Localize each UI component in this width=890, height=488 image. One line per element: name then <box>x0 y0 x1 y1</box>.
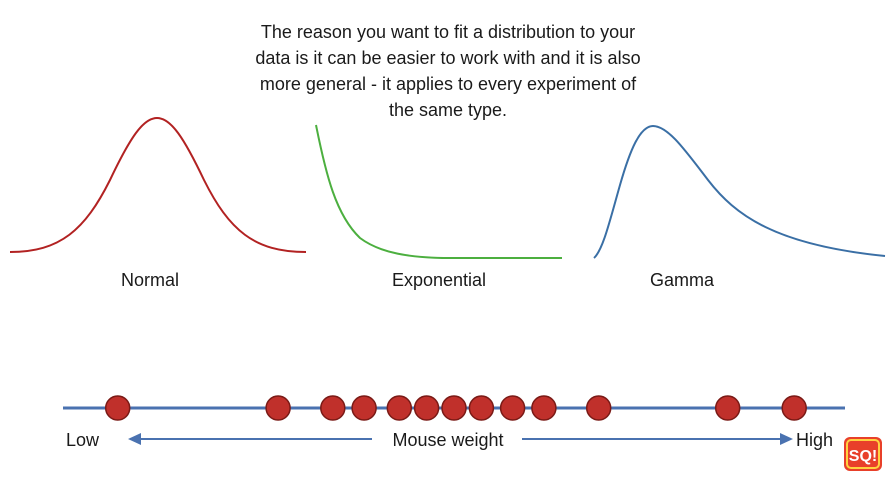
data-point <box>468 395 495 421</box>
left-arrow-head <box>128 433 141 445</box>
normal-label: Normal <box>121 270 179 290</box>
caption-line: data is it can be easier to work with an… <box>255 48 640 68</box>
logo-text: SQ! <box>849 448 877 465</box>
mouse-weight-label: Mouse weight <box>392 430 503 450</box>
gamma-curve <box>593 124 886 259</box>
data-point <box>351 395 377 421</box>
gamma-label: Gamma <box>650 270 715 290</box>
data-point <box>386 395 413 421</box>
high-label: High <box>796 430 833 450</box>
right-arrow-head <box>780 433 793 445</box>
data-point <box>265 395 291 421</box>
data-point <box>499 395 526 421</box>
data-point <box>714 395 741 421</box>
caption-text: The reason you want to fit a distributio… <box>255 22 640 120</box>
data-point <box>441 395 467 421</box>
data-points <box>104 395 807 421</box>
low-label: Low <box>66 430 100 450</box>
caption-line: more general - it applies to every exper… <box>260 74 637 94</box>
data-point <box>104 395 131 421</box>
data-point <box>585 395 612 421</box>
data-point <box>320 395 346 421</box>
exponential-label: Exponential <box>392 270 486 290</box>
statquest-logo: SQ! <box>844 437 882 471</box>
caption-line: the same type. <box>389 100 507 120</box>
data-point <box>781 395 807 421</box>
data-point <box>531 395 557 421</box>
normal-curve <box>9 116 307 253</box>
data-point <box>413 395 440 421</box>
caption-line: The reason you want to fit a distributio… <box>261 22 635 42</box>
exponential-curve <box>315 124 562 259</box>
